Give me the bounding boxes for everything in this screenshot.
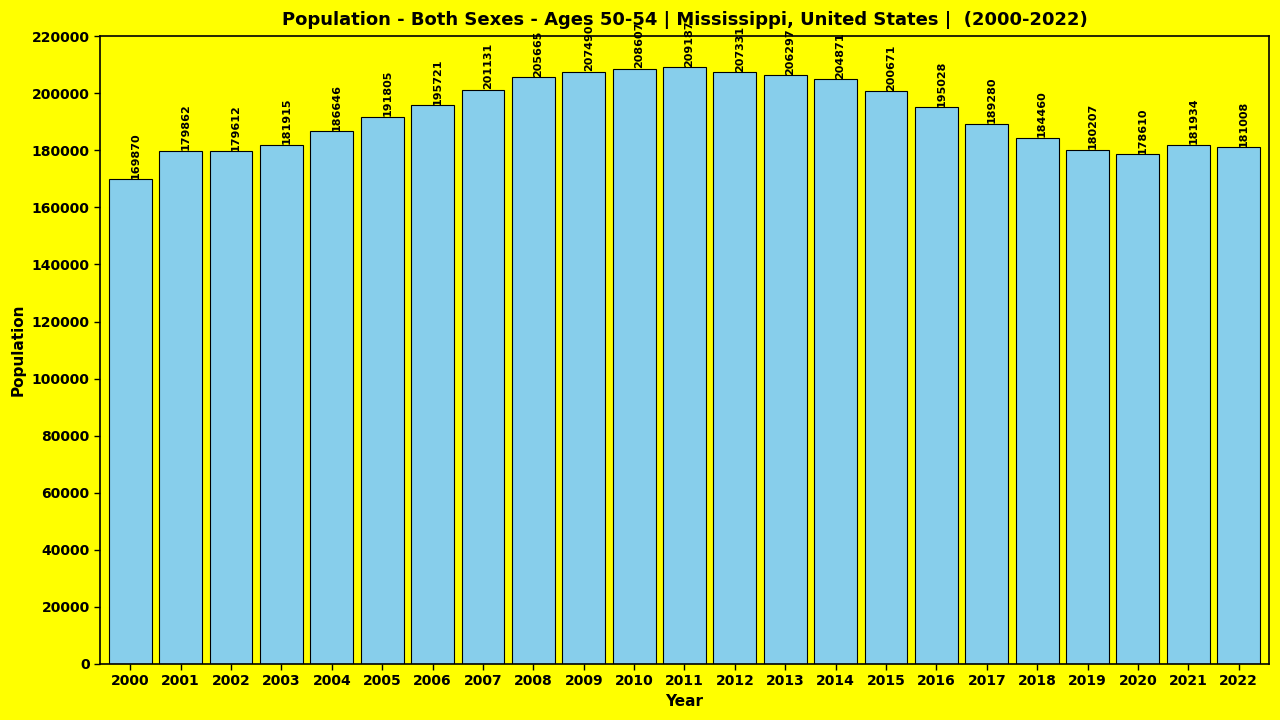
X-axis label: Year: Year	[666, 694, 704, 709]
Text: 178610: 178610	[1138, 107, 1148, 154]
Text: 204871: 204871	[836, 32, 846, 78]
Bar	[361, 117, 403, 664]
Bar	[311, 131, 353, 664]
Text: 181008: 181008	[1239, 101, 1249, 147]
Text: 169870: 169870	[131, 132, 141, 179]
Bar	[462, 90, 504, 664]
Bar	[1217, 148, 1260, 664]
Text: 181934: 181934	[1188, 98, 1198, 144]
Bar	[562, 72, 605, 664]
Bar	[411, 106, 454, 664]
Text: 186646: 186646	[332, 84, 342, 131]
Bar	[159, 150, 202, 664]
Text: 179612: 179612	[232, 104, 241, 151]
Text: 209187: 209187	[685, 20, 695, 66]
Text: 181915: 181915	[282, 98, 292, 144]
Bar	[663, 67, 705, 664]
Text: 191805: 191805	[383, 70, 392, 116]
Bar	[613, 68, 655, 664]
Bar	[1066, 150, 1108, 664]
Text: 207490: 207490	[584, 25, 594, 71]
Bar	[965, 124, 1009, 664]
Text: 205665: 205665	[534, 30, 543, 76]
Bar	[260, 145, 303, 664]
Bar	[713, 73, 756, 664]
Bar	[1167, 145, 1210, 664]
Text: 195028: 195028	[937, 60, 946, 107]
Text: 184460: 184460	[1037, 90, 1047, 137]
Text: 189280: 189280	[987, 77, 997, 123]
Text: 180207: 180207	[1088, 103, 1097, 149]
Bar	[764, 76, 806, 664]
Bar	[1116, 154, 1160, 664]
Text: 201131: 201131	[483, 43, 493, 89]
Text: 208607: 208607	[634, 22, 644, 68]
Y-axis label: Population: Population	[12, 304, 26, 396]
Bar	[814, 79, 858, 664]
Bar	[1016, 138, 1059, 664]
Bar	[109, 179, 152, 664]
Text: 206297: 206297	[785, 28, 795, 75]
Text: 179862: 179862	[180, 104, 191, 150]
Bar	[210, 151, 252, 664]
Text: 207331: 207331	[735, 26, 745, 72]
Bar	[915, 107, 957, 664]
Text: 200671: 200671	[886, 45, 896, 91]
Bar	[864, 91, 908, 664]
Text: 195721: 195721	[433, 58, 443, 105]
Bar	[512, 77, 554, 664]
Title: Population - Both Sexes - Ages 50-54 | Mississippi, United States |  (2000-2022): Population - Both Sexes - Ages 50-54 | M…	[282, 11, 1088, 29]
